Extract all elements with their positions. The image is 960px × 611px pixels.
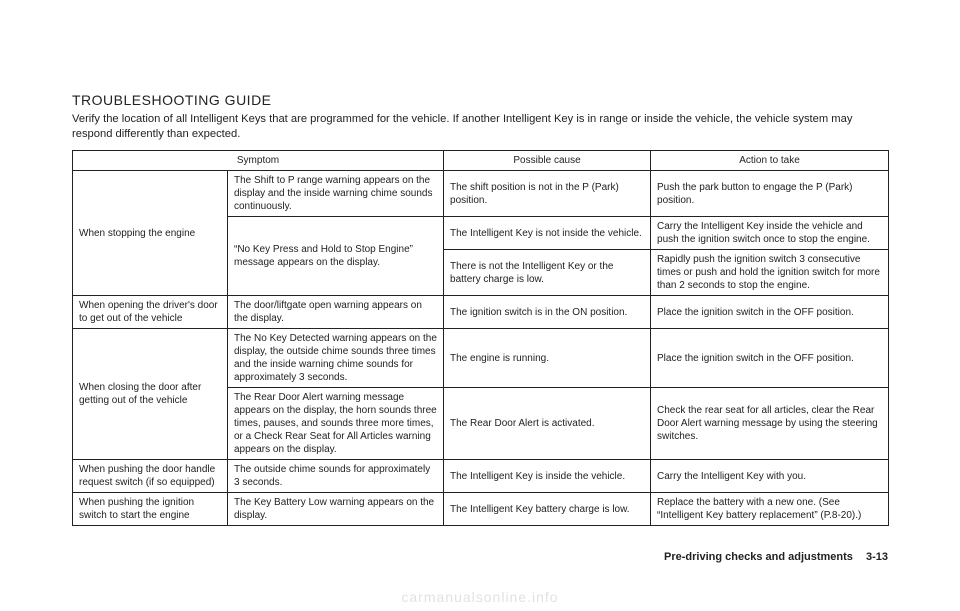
- page-title: TROUBLESHOOTING GUIDE: [72, 92, 888, 108]
- col-symptom: Symptom: [73, 151, 444, 171]
- cell-scenario: When pushing the ignition switch to star…: [73, 493, 228, 526]
- col-action: Action to take: [651, 151, 889, 171]
- cell-cause: There is not the Intelligent Key or the …: [444, 250, 651, 296]
- cell-cause: The ignition switch is in the ON positio…: [444, 296, 651, 329]
- cell-symptom: The outside chime sounds for approximate…: [228, 460, 444, 493]
- table-row: When closing the door after getting out …: [73, 329, 889, 388]
- footer-page-number: 3-13: [866, 551, 888, 563]
- cell-action: Rapidly push the ignition switch 3 conse…: [651, 250, 889, 296]
- table-row: When pushing the ignition switch to star…: [73, 493, 889, 526]
- cell-cause: The Rear Door Alert is activated.: [444, 388, 651, 460]
- cell-symptom: The No Key Detected warning appears on t…: [228, 329, 444, 388]
- cell-symptom: The Rear Door Alert warning message appe…: [228, 388, 444, 460]
- footer-section: Pre-driving checks and adjustments: [664, 551, 853, 563]
- cell-action: Check the rear seat for all articles, cl…: [651, 388, 889, 460]
- table-row: When stopping the engine The Shift to P …: [73, 171, 889, 217]
- cell-scenario: When stopping the engine: [73, 171, 228, 296]
- troubleshooting-table: Symptom Possible cause Action to take Wh…: [72, 150, 889, 526]
- col-cause: Possible cause: [444, 151, 651, 171]
- intro-text: Verify the location of all Intelligent K…: [72, 112, 888, 142]
- cell-cause: The Intelligent Key battery charge is lo…: [444, 493, 651, 526]
- cell-symptom: “No Key Press and Hold to Stop Engine” m…: [228, 217, 444, 296]
- cell-cause: The Intelligent Key is not inside the ve…: [444, 217, 651, 250]
- cell-action: Replace the battery with a new one. (See…: [651, 493, 889, 526]
- cell-action: Place the ignition switch in the OFF pos…: [651, 296, 889, 329]
- cell-cause: The Intelligent Key is inside the vehicl…: [444, 460, 651, 493]
- cell-action: Push the park button to engage the P (Pa…: [651, 171, 889, 217]
- cell-symptom: The Shift to P range warning appears on …: [228, 171, 444, 217]
- table-header-row: Symptom Possible cause Action to take: [73, 151, 889, 171]
- cell-action: Carry the Intelligent Key inside the veh…: [651, 217, 889, 250]
- cell-cause: The shift position is not in the P (Park…: [444, 171, 651, 217]
- cell-symptom: The door/liftgate open warning appears o…: [228, 296, 444, 329]
- page-footer: Pre-driving checks and adjustments 3-13: [664, 551, 888, 563]
- cell-action: Place the ignition switch in the OFF pos…: [651, 329, 889, 388]
- table-row: When pushing the door handle request swi…: [73, 460, 889, 493]
- cell-scenario: When closing the door after getting out …: [73, 329, 228, 460]
- table-row: When opening the driver's door to get ou…: [73, 296, 889, 329]
- cell-scenario: When pushing the door handle request swi…: [73, 460, 228, 493]
- watermark-text: carmanualsonline.info: [401, 589, 558, 605]
- cell-symptom: The Key Battery Low warning appears on t…: [228, 493, 444, 526]
- cell-scenario: When opening the driver's door to get ou…: [73, 296, 228, 329]
- cell-cause: The engine is running.: [444, 329, 651, 388]
- cell-action: Carry the Intelligent Key with you.: [651, 460, 889, 493]
